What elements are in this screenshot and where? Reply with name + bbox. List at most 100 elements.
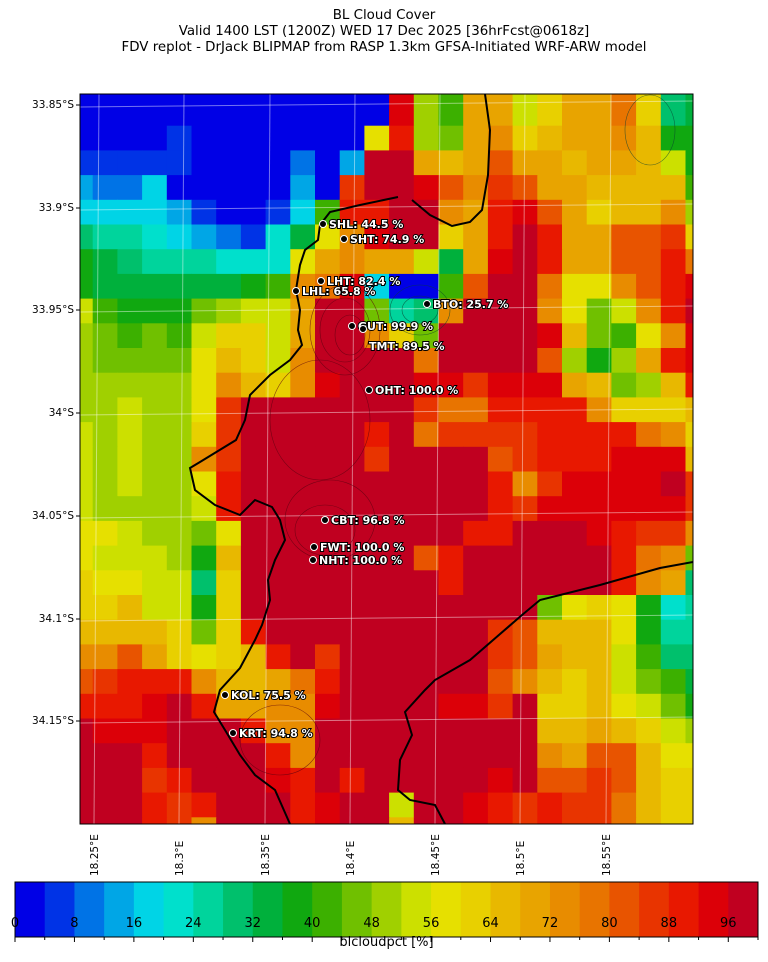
heatmap-cell <box>315 545 341 571</box>
heatmap-cell <box>438 348 464 374</box>
heatmap-cell <box>413 94 439 127</box>
heatmap-cell <box>216 150 242 176</box>
heatmap-cell <box>685 323 693 349</box>
station-marker[interactable] <box>365 386 373 394</box>
heatmap-cell <box>586 273 612 300</box>
map-frame <box>79 93 694 825</box>
heatmap-cell <box>537 718 563 744</box>
heatmap-cell <box>660 471 686 497</box>
heatmap-cell <box>339 249 365 275</box>
station-marker[interactable] <box>319 220 327 228</box>
heatmap-cell <box>512 422 538 448</box>
heatmap-cell <box>438 669 464 695</box>
station-marker[interactable] <box>310 543 318 551</box>
heatmap-cell <box>364 348 390 374</box>
heatmap-cell <box>364 496 390 522</box>
heatmap-cell <box>216 175 242 201</box>
heatmap-cell <box>537 644 563 670</box>
heatmap-cell <box>315 94 341 127</box>
heatmap-cell <box>389 348 415 374</box>
heatmap-cell <box>265 743 291 769</box>
heatmap-cell <box>265 422 291 448</box>
colorbar-tick-label: 16 <box>125 916 143 931</box>
heatmap-cell <box>611 94 637 127</box>
heatmap-cell <box>92 273 118 300</box>
station-marker[interactable] <box>423 300 431 308</box>
heatmap-cell <box>80 520 94 547</box>
station-marker[interactable] <box>348 322 356 330</box>
heatmap-cell <box>216 496 242 522</box>
heatmap-cell <box>166 273 192 300</box>
station-label: FWT: 100.0 % <box>320 541 404 554</box>
heatmap-cell <box>512 669 538 695</box>
heatmap-cell <box>487 595 514 621</box>
heatmap-cell <box>290 150 316 176</box>
heatmap-cell <box>191 496 217 522</box>
heatmap-cell <box>537 570 563 596</box>
station-marker[interactable] <box>292 287 300 295</box>
heatmap-cell <box>463 718 489 744</box>
heatmap-cell <box>166 397 192 423</box>
station-marker[interactable] <box>229 729 237 737</box>
heatmap-cell <box>166 372 192 398</box>
heatmap-cell <box>265 693 291 719</box>
station-marker[interactable] <box>309 556 317 564</box>
heatmap-cell <box>290 595 316 621</box>
heatmap-cell <box>636 94 662 127</box>
heatmap-cell <box>636 693 662 719</box>
heatmap-cell <box>191 249 217 275</box>
latitude-gridline <box>80 408 693 416</box>
lat-tick-label: 34°S <box>48 407 74 419</box>
heatmap-cell <box>512 570 538 596</box>
heatmap-cell <box>685 94 693 127</box>
colorbar-bin <box>163 882 194 937</box>
heatmap-cell <box>660 224 686 250</box>
heatmap-cell <box>80 471 94 497</box>
heatmap-cell <box>117 520 143 547</box>
heatmap-cell <box>562 224 588 250</box>
heatmap-cell <box>92 372 118 398</box>
heatmap-cell <box>611 767 637 794</box>
heatmap-cell <box>537 817 563 824</box>
heatmap-cell <box>339 298 365 324</box>
heatmap-cell <box>611 150 637 176</box>
station-marker[interactable] <box>317 277 325 285</box>
station-marker[interactable] <box>359 325 367 333</box>
heatmap-cell <box>315 471 341 497</box>
heatmap-cell <box>315 520 341 547</box>
heatmap-cell <box>92 446 118 472</box>
heatmap-cell <box>389 199 415 225</box>
heatmap-cell <box>166 792 192 818</box>
heatmap-cell <box>660 348 686 374</box>
heatmap-cell <box>364 570 390 596</box>
heatmap-cell <box>364 743 390 769</box>
heatmap-cell <box>117 273 143 300</box>
colorbar-bin <box>728 882 759 937</box>
heatmap-cell <box>586 150 612 176</box>
heatmap-cell <box>537 496 563 522</box>
heatmap-cell <box>92 743 118 769</box>
heatmap-cell <box>586 743 612 769</box>
heatmap-cell <box>685 224 693 250</box>
heatmap-cell <box>636 520 662 547</box>
heatmap-cell <box>685 125 693 151</box>
heatmap-cell <box>660 125 686 151</box>
heatmap-cell <box>290 792 316 818</box>
heatmap-cell <box>636 792 662 818</box>
heatmap-cells <box>80 94 693 824</box>
heatmap-cell <box>265 125 291 151</box>
station-marker[interactable] <box>221 691 229 699</box>
heatmap-cell <box>364 767 390 794</box>
station-marker[interactable] <box>321 516 329 524</box>
lon-tick-label: 18.35°E <box>260 834 272 876</box>
station-marker[interactable] <box>340 235 348 243</box>
heatmap-cell <box>265 224 291 250</box>
heatmap-cell <box>142 323 168 349</box>
heatmap-cell <box>339 471 365 497</box>
heatmap-cell <box>290 669 316 695</box>
heatmap-cell <box>611 718 637 744</box>
heatmap-cell <box>166 422 192 448</box>
heatmap-cell <box>660 422 686 448</box>
colorbar-bin <box>431 882 462 937</box>
heatmap-cell <box>166 743 192 769</box>
